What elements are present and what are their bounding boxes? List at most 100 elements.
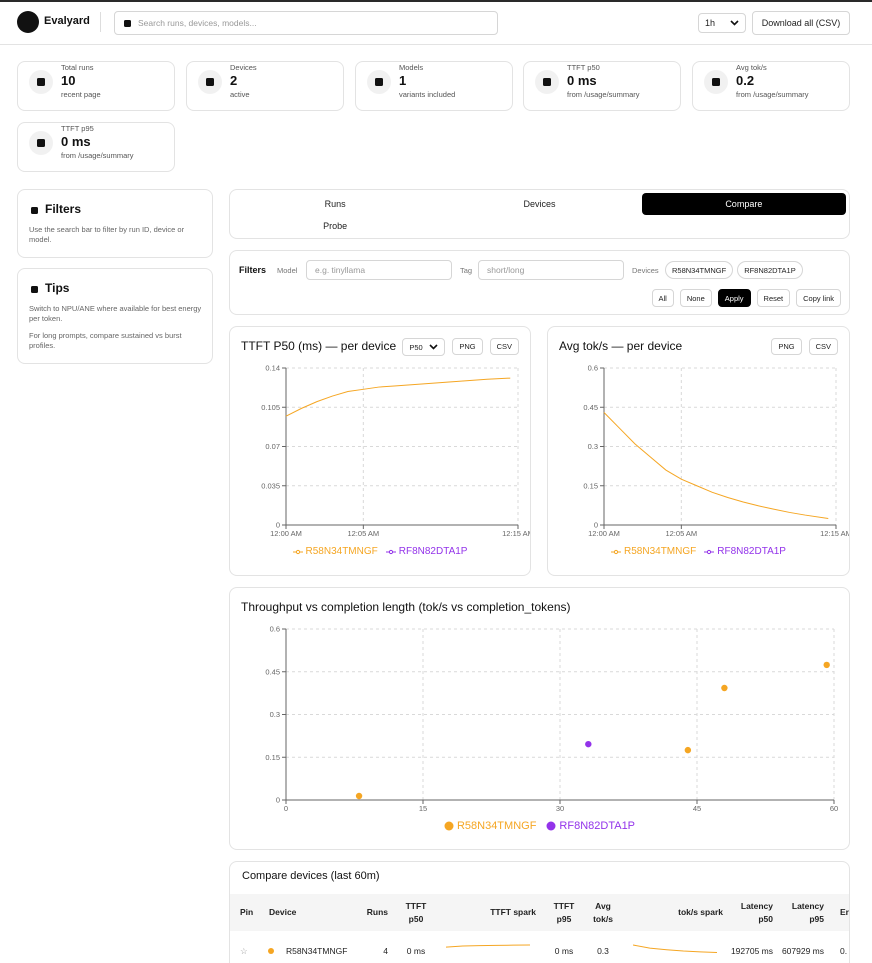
legend-label: R58N34TMNGF [305,546,378,557]
bullet [31,286,38,293]
stat-value: 0 ms [61,134,91,149]
legend-item: R58N34TMNGF [444,820,536,832]
series-line [603,412,829,519]
scatter-point [585,740,592,748]
table-cell: 0 ms [554,945,574,956]
tip-paragraph: Switch to NPU/ANE where available for be… [29,304,202,323]
card-text: Use the search bar to filter by run ID, … [29,225,185,244]
x-tick-label: 30 [556,804,564,813]
table-cell[interactable]: ☆ [240,945,248,956]
devices-label: Devices [632,266,659,275]
legend: R58N34TMNGF RF8N82DTA1P [230,546,530,557]
x-tick-label: 45 [693,804,701,813]
legend: R58N34TMNGF RF8N82DTA1P [230,820,849,832]
table-title: Compare devices (last 60m) [242,870,380,882]
legend-label: RF8N82DTA1P [398,546,468,557]
tag-input[interactable]: short/long [478,260,624,280]
column-header: Er [840,907,849,917]
legend-swatch [704,549,715,554]
stat-value: 2 [230,73,238,88]
bullet [375,78,383,86]
export-button[interactable]: CSV [808,338,838,355]
filter-button[interactable]: Copy link [796,289,841,307]
table-cell: R58N34TMNGF [286,945,348,956]
column-header: Avg tok/s [593,900,613,924]
top-bar [0,0,872,2]
y-tick-label: 0.035 [261,481,280,490]
tips-card: Tips Switch to NPU/ANE where available f… [17,268,213,364]
legend-swatch [444,821,454,831]
header-divider [0,44,872,45]
sparkline [633,944,717,954]
y-tick-label: 0.14 [265,364,280,373]
model-placeholder: e.g. tinyllama [315,265,366,275]
device-chips: R58N34TMNGF RF8N82DTA1P [665,261,803,279]
x-tick-label: 60 [830,804,838,813]
stat-icon [367,70,391,94]
y-tick-label: 0.3 [588,442,598,451]
bullet [543,78,551,86]
scatter-point [823,661,830,669]
model-label: Model [277,266,298,275]
stat-label: Devices [230,63,257,72]
ttft-chart-card: TTFT P50 (ms) — per device P50 PNG CSV 0 0.03… [229,326,531,576]
filter-button[interactable]: None [679,289,712,307]
column-header: Device [269,907,297,917]
download-button[interactable]: Download all (CSV) [752,11,850,35]
y-tick-label: 0.6 [270,625,280,634]
sparkline-path [446,944,530,948]
series-line [285,377,511,417]
export-button[interactable]: CSV [489,338,519,355]
export-button[interactable]: PNG [771,338,802,355]
column-header: Latency p50 [740,900,773,924]
tab[interactable]: Probe [323,221,348,231]
device-chip[interactable]: R58N34TMNGF [665,261,734,279]
tip-paragraph: For long prompts, compare sustained vs b… [29,331,182,350]
logo [17,11,39,33]
tab[interactable]: Runs [324,199,346,209]
search-icon [124,20,131,27]
chevron [429,344,438,350]
x-tick-label: 12:15 AM [502,529,530,538]
stat-icon [198,70,222,94]
search-placeholder: Search runs, devices, models... [138,18,257,28]
legend-swatch [546,821,556,831]
model-input[interactable]: e.g. tinyllama [306,260,452,280]
sparkline-path [633,944,717,954]
tag-placeholder: short/long [487,265,525,275]
y-tick-label: 0 [276,521,280,530]
scatter-point [721,684,728,692]
chart-controls: PNG CSV [771,338,838,355]
x-tick-label: 15 [419,804,427,813]
tab[interactable]: Devices [523,199,556,209]
table-cell: 0. [840,945,848,956]
card-title: Filters [45,202,82,216]
metric-select[interactable]: P50 [402,338,446,356]
filter-button[interactable]: All [651,289,674,307]
stat-card: Devices 2 active [186,61,344,111]
header-separator [100,12,101,32]
stat-label: Avg tok/s [736,63,767,72]
filter-button[interactable]: Apply [717,289,751,307]
stat-sub: from /usage/summary [567,90,640,99]
column-header: TTFT p50 [405,900,427,924]
y-tick-label: 0.45 [265,667,280,676]
x-tick-label: 12:05 AM [347,529,379,538]
search-input[interactable]: Search runs, devices, models... [114,11,498,35]
chart-controls: P50 PNG CSV [402,338,519,356]
tab[interactable]: Compare [641,193,846,215]
filter-button[interactable]: Reset [756,289,791,307]
device-chip[interactable]: RF8N82DTA1P [737,261,803,279]
bullet [37,78,45,86]
bullet [206,78,214,86]
export-button[interactable]: PNG [452,338,483,355]
legend-label: R58N34TMNGF [456,820,537,832]
y-tick-label: 0 [276,796,280,805]
chart-title: Throughput vs completion length (tok/s v… [241,600,571,614]
stat-value: 0.2 [736,73,755,88]
range-select[interactable]: 1h [698,13,746,33]
stat-sub: from /usage/summary [61,151,134,160]
metric-value: P50 [409,342,423,352]
stat-value: 1 [399,73,407,88]
stat-sub: active [230,90,250,99]
